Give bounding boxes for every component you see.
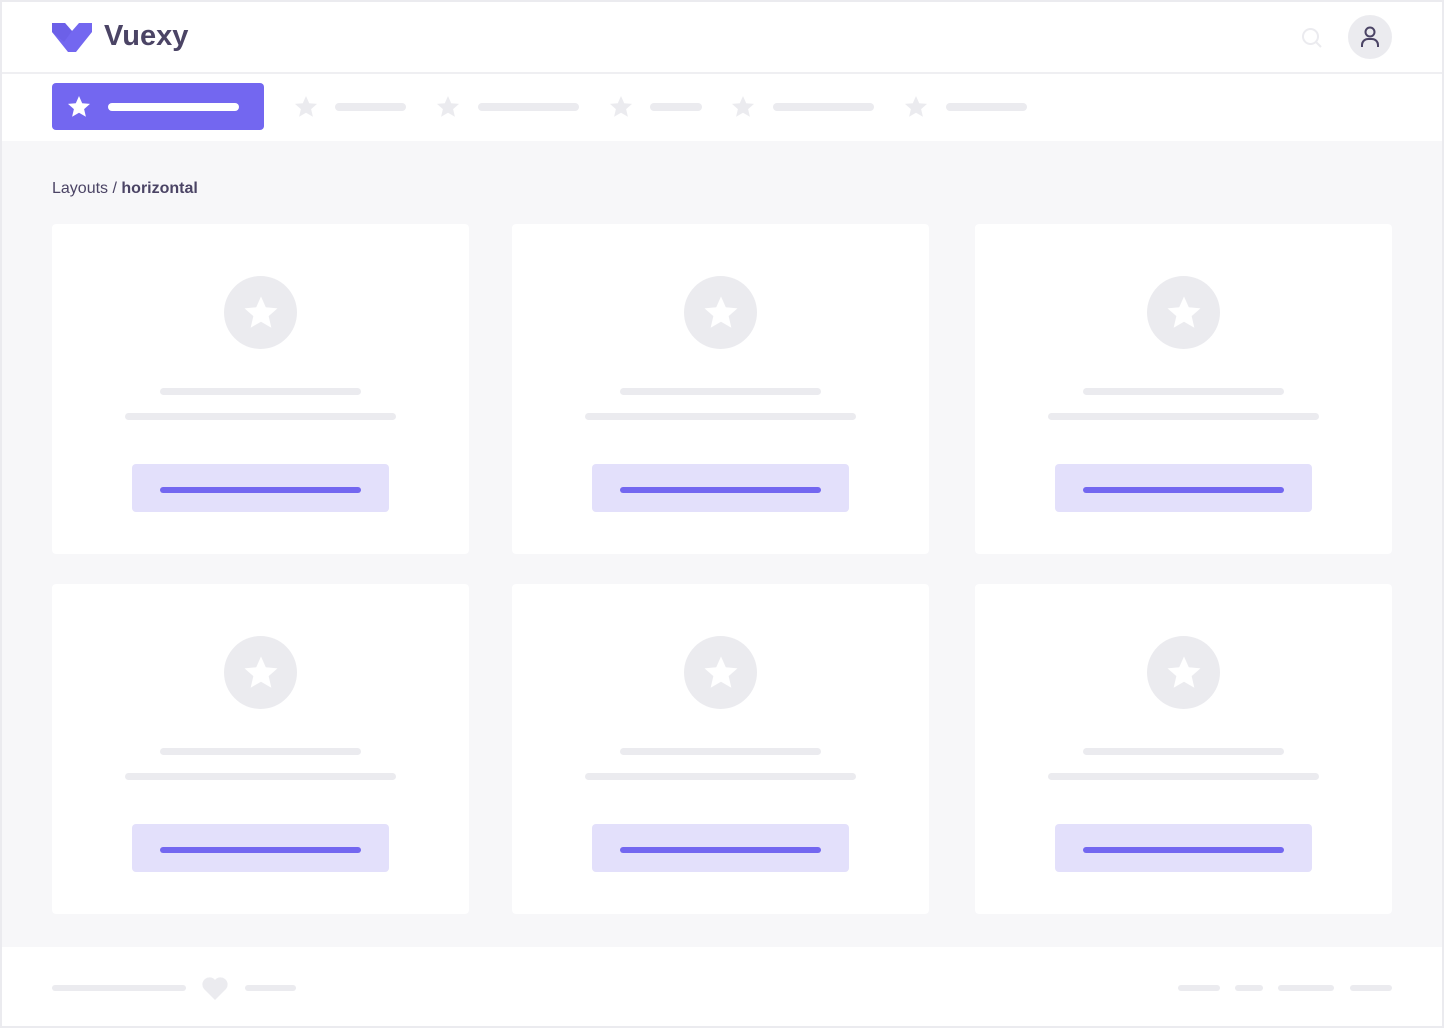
search-icon[interactable]	[1301, 27, 1323, 49]
card	[975, 224, 1392, 554]
header-divider	[2, 72, 1442, 74]
star-icon	[295, 96, 317, 117]
logo[interactable]: Vuexy	[52, 20, 189, 53]
card-button-label-placeholder	[620, 487, 821, 493]
card-button[interactable]	[1055, 464, 1312, 512]
star-icon	[1167, 296, 1200, 328]
logo-text: Vuexy	[104, 20, 189, 52]
card-button[interactable]	[132, 824, 389, 872]
vuexy-logo-icon	[52, 23, 92, 52]
card	[975, 584, 1392, 914]
star-icon	[244, 296, 277, 328]
footer-link[interactable]	[1178, 985, 1220, 991]
card-button-label-placeholder	[1083, 487, 1284, 493]
star-icon	[732, 96, 754, 117]
card-icon-circle	[224, 276, 297, 349]
breadcrumb-separator: /	[108, 180, 122, 197]
card-title-placeholder	[1083, 388, 1284, 395]
card	[52, 224, 469, 554]
card-icon-circle	[1147, 276, 1220, 349]
footer-text-placeholder	[245, 985, 296, 991]
footer-link[interactable]	[1278, 985, 1334, 991]
nav-item-label-placeholder	[478, 103, 579, 111]
card-button-label-placeholder	[620, 847, 821, 853]
breadcrumb-current: horizontal	[121, 180, 198, 197]
card-button-label-placeholder	[1083, 847, 1284, 853]
star-icon	[610, 96, 632, 117]
card-title-placeholder	[620, 748, 821, 755]
card-text-placeholder	[1048, 773, 1319, 780]
card	[512, 584, 929, 914]
nav-item-label-placeholder	[650, 103, 702, 111]
footer-text-placeholder	[52, 985, 186, 991]
card-text-placeholder	[125, 773, 396, 780]
nav-item-active[interactable]	[52, 83, 264, 130]
card-icon-circle	[684, 276, 757, 349]
star-icon	[437, 96, 459, 117]
card-icon-circle	[1147, 636, 1220, 709]
nav-item-label-placeholder	[108, 103, 239, 111]
heart-icon	[202, 977, 228, 1000]
card-button[interactable]	[132, 464, 389, 512]
nav-item-label-placeholder	[773, 103, 874, 111]
card-button-label-placeholder	[160, 487, 361, 493]
card-title-placeholder	[160, 388, 361, 395]
card-text-placeholder	[1048, 413, 1319, 420]
breadcrumb-parent[interactable]: Layouts	[52, 180, 109, 197]
star-icon	[704, 296, 737, 328]
card-text-placeholder	[125, 413, 396, 420]
card	[512, 224, 929, 554]
card-button[interactable]	[592, 464, 849, 512]
card-text-placeholder	[585, 773, 856, 780]
card-title-placeholder	[620, 388, 821, 395]
card-text-placeholder	[585, 413, 856, 420]
card-icon-circle	[224, 636, 297, 709]
card-button[interactable]	[592, 824, 849, 872]
card-title-placeholder	[160, 748, 361, 755]
star-icon	[905, 96, 927, 117]
star-icon	[1167, 656, 1200, 688]
user-icon	[1361, 26, 1379, 47]
card-title-placeholder	[1083, 748, 1284, 755]
nav-item-label-placeholder	[335, 103, 406, 111]
card-icon-circle	[684, 636, 757, 709]
star-icon	[68, 96, 90, 117]
avatar[interactable]	[1348, 15, 1392, 59]
card-button[interactable]	[1055, 824, 1312, 872]
nav-item-label-placeholder	[946, 103, 1027, 111]
star-icon	[704, 656, 737, 688]
card-button-label-placeholder	[160, 847, 361, 853]
footer-link[interactable]	[1235, 985, 1263, 991]
footer-link[interactable]	[1350, 985, 1392, 991]
card	[52, 584, 469, 914]
star-icon	[244, 656, 277, 688]
breadcrumb: Layouts / horizontal	[52, 180, 198, 198]
